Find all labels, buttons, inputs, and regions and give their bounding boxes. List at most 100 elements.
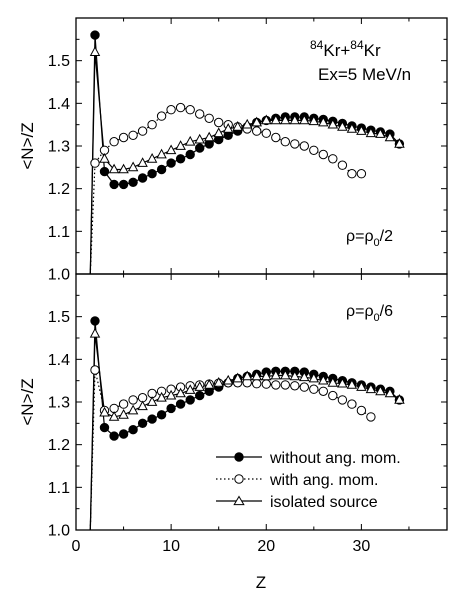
legend-marker-isolated-source [233, 495, 245, 506]
legend-label-with-ang-mom: with ang. mom. [269, 472, 378, 489]
data-point-isolated-source [270, 369, 282, 380]
legend-label-without-ang-mom: without ang. mom. [269, 450, 401, 467]
data-point-without-ang-mom [109, 431, 119, 441]
y-axis-label-bottom: <N>/Z [18, 378, 37, 425]
data-point-isolated-source [137, 157, 148, 167]
data-point-isolated-source [232, 372, 243, 383]
data-point-with-ang-mom [366, 412, 376, 422]
x-tick-label: 0 [72, 538, 81, 555]
data-point-without-ang-mom [195, 390, 205, 401]
tick-labels: 1.0 1.1 1.2 1.3 1.4 1.5 0 10 20 30 1.0 1.1 1.2 1.3 1.4… [48, 53, 371, 555]
data-point-isolated-source [156, 391, 167, 402]
data-point-isolated-source [356, 125, 367, 135]
data-point-isolated-source [337, 377, 348, 388]
data-point-without-ang-mom [99, 166, 110, 177]
data-point-with-ang-mom [118, 399, 129, 409]
data-point-isolated-source [184, 384, 196, 394]
y-tick-label: 1.3 [48, 395, 70, 412]
data-point-isolated-source [346, 379, 358, 389]
y-axis-label-top: <N>/Z [18, 122, 37, 169]
data-point-isolated-source [165, 144, 177, 155]
mass-number-superscript: 84 [310, 38, 324, 52]
data-point-isolated-source [251, 370, 263, 381]
density-fraction: /6 [380, 303, 393, 320]
data-point-with-ang-mom [128, 130, 138, 141]
data-point-with-ang-mom [318, 149, 328, 160]
tick-marks [75, 18, 447, 531]
data-point-isolated-source [146, 396, 158, 406]
data-point-with-ang-mom [356, 405, 367, 416]
series-line-isolated-source [89, 333, 400, 531]
system-element: Kr [364, 41, 381, 60]
data-point-isolated-source [327, 118, 339, 129]
data-point-with-ang-mom [109, 137, 119, 147]
data-point-with-ang-mom [118, 132, 129, 143]
density-subscript: 0 [374, 312, 380, 324]
energy-annotation: Ex=5 MeV/n [318, 65, 411, 84]
data-point-with-ang-mom [309, 384, 319, 394]
data-point-with-ang-mom [328, 390, 338, 401]
y-tick-label: 1.4 [48, 96, 70, 113]
data-point-isolated-source [213, 127, 224, 138]
y-tick-label: 1.2 [48, 437, 70, 454]
data-point-isolated-source [222, 123, 234, 133]
data-point-with-ang-mom [204, 113, 214, 124]
data-point-with-ang-mom [261, 379, 271, 389]
data-point-isolated-source [156, 148, 167, 159]
data-point-without-ang-mom [185, 149, 195, 160]
mass-number-superscript: 84 [350, 38, 364, 52]
data-point-without-ang-mom [128, 177, 138, 188]
data-point-with-ang-mom [166, 105, 176, 115]
data-point-isolated-source [89, 46, 101, 56]
data-point-with-ang-mom [214, 117, 224, 128]
data-point-isolated-source [318, 374, 329, 385]
data-point-without-ang-mom [109, 179, 119, 190]
density-subscript: 0 [374, 237, 380, 249]
x-tick-label: 20 [257, 538, 275, 555]
data-point-with-ang-mom [90, 158, 100, 168]
x-tick-label: 10 [162, 538, 180, 555]
density-annotation-top: ρ=ρ0/2 [346, 228, 393, 249]
data-point-isolated-source [194, 381, 205, 391]
data-point-isolated-source [299, 114, 310, 125]
data-point-with-ang-mom [337, 395, 348, 405]
y-tick-label: 1.1 [48, 224, 70, 241]
data-point-isolated-source [289, 370, 301, 381]
data-point-isolated-source [184, 135, 196, 146]
data-point-without-ang-mom [175, 154, 186, 164]
data-point-with-ang-mom [356, 169, 367, 179]
data-point-isolated-source [99, 406, 110, 417]
data-point-with-ang-mom [261, 128, 271, 138]
data-point-isolated-source [260, 114, 272, 125]
data-point-isolated-source [222, 374, 234, 385]
data-point-isolated-source [251, 116, 263, 127]
x-axis-label: Z [256, 573, 266, 592]
data-point-with-ang-mom [318, 386, 328, 396]
data-point-with-ang-mom [128, 395, 138, 405]
data-point-with-ang-mom [90, 365, 100, 375]
data-point-isolated-source [384, 387, 396, 398]
data-point-isolated-source [375, 385, 386, 396]
density-fraction: /2 [380, 228, 393, 245]
data-point-isolated-source [260, 370, 272, 381]
data-point-with-ang-mom [175, 102, 186, 113]
data-point-isolated-source [203, 131, 215, 142]
data-point-isolated-source [289, 114, 301, 125]
data-point-isolated-source [89, 327, 101, 338]
data-point-with-ang-mom [290, 381, 300, 391]
data-point-with-ang-mom [290, 139, 300, 149]
data-point-with-ang-mom [328, 154, 338, 164]
data-point-with-ang-mom [337, 160, 348, 170]
data-point-isolated-source [280, 114, 291, 125]
data-point-without-ang-mom [156, 164, 167, 175]
y-tick-label: 1.0 [48, 267, 70, 284]
data-point-without-ang-mom [137, 418, 148, 428]
data-point-without-ang-mom [90, 316, 100, 326]
data-point-isolated-source [194, 133, 205, 144]
system-element: Kr+ [323, 41, 350, 60]
data-point-isolated-source [308, 115, 320, 126]
data-point-with-ang-mom [137, 126, 148, 136]
data-point-isolated-source [394, 138, 405, 148]
density-symbol: ρ=ρ [346, 303, 374, 320]
